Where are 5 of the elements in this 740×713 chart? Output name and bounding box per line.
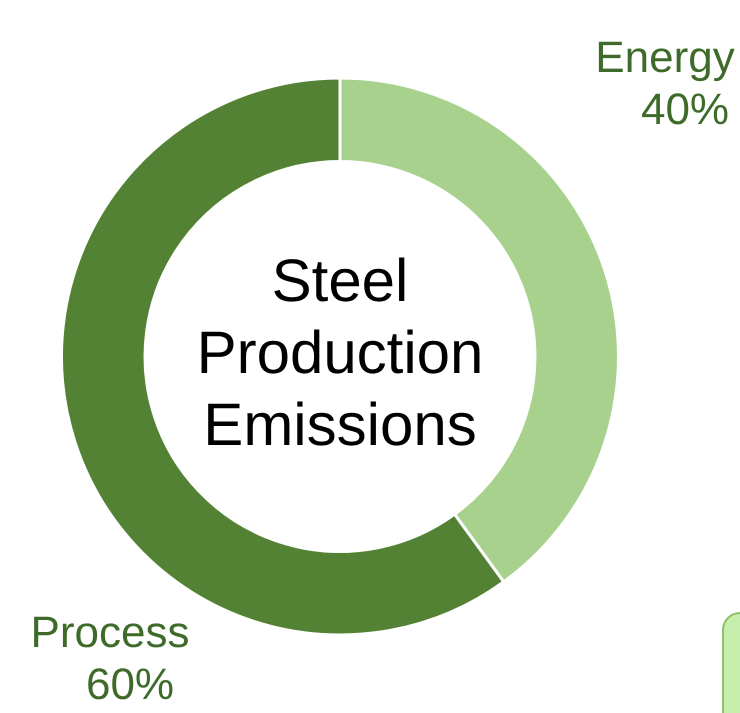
text: Steel Production Emissions <box>196 247 484 458</box>
slice-label: Energy <box>595 33 735 82</box>
data-label: 60% <box>86 660 174 710</box>
slice-label: Process <box>30 608 190 658</box>
data-label: 40% <box>640 85 730 134</box>
